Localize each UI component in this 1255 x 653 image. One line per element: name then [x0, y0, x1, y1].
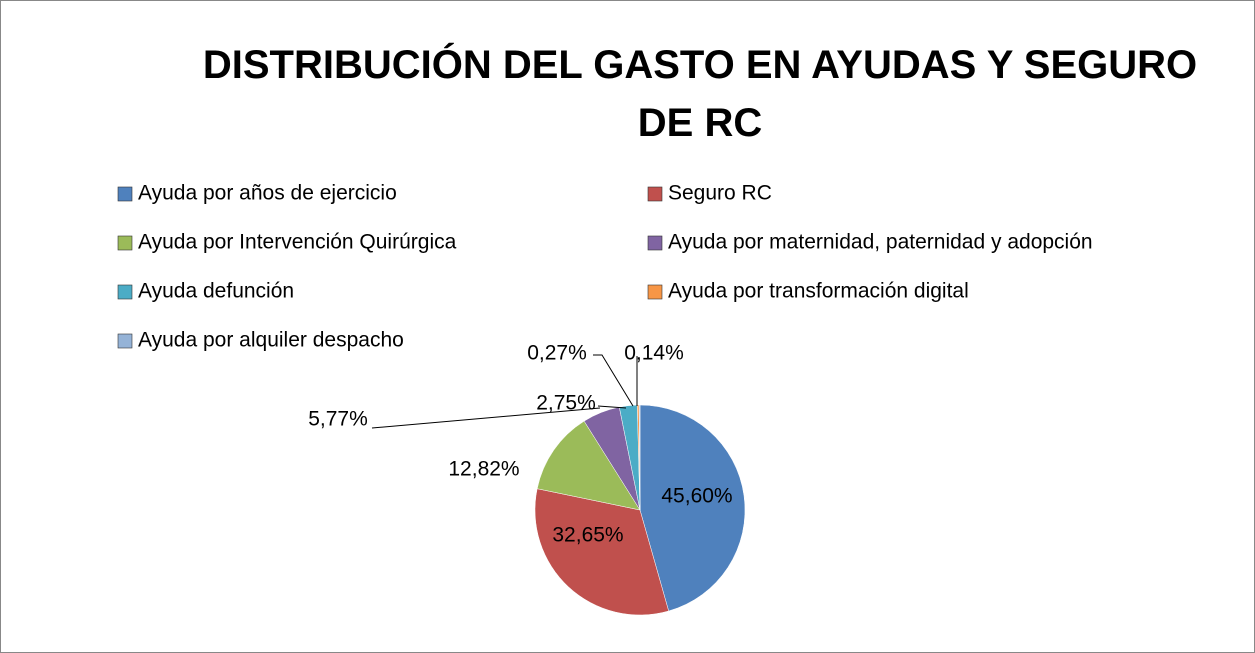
legend-swatch	[117, 186, 133, 202]
pie-slice	[534, 488, 669, 616]
legend-swatch	[647, 186, 663, 202]
legend-swatch	[647, 235, 663, 251]
legend-label: Ayuda por transformación digital	[668, 280, 969, 303]
legend-swatch	[117, 333, 133, 349]
legend-label: Ayuda por años de ejercicio	[138, 182, 397, 205]
data-label: 32,65%	[552, 524, 623, 547]
data-label: 45,60%	[661, 485, 732, 508]
data-label: 0,14%	[624, 342, 684, 365]
legend-swatch	[647, 284, 663, 300]
data-label: 12,82%	[448, 458, 519, 481]
legend-label: Ayuda por maternidad, paternidad y adopc…	[668, 231, 1093, 254]
leader-line	[371, 407, 601, 429]
leader-line	[593, 354, 634, 407]
legend-label: Ayuda defunción	[138, 280, 294, 303]
data-label: 5,77%	[308, 408, 368, 431]
legend-swatch	[117, 284, 133, 300]
legend-label: Seguro RC	[668, 182, 772, 205]
chart-title: DISTRIBUCIÓN DEL GASTO EN AYUDAS Y SEGUR…	[202, 43, 1198, 145]
legend-label: Ayuda por alquiler despacho	[138, 329, 404, 352]
pie-slice	[638, 404, 641, 511]
pie-slice	[536, 420, 641, 511]
leader-line	[597, 405, 627, 409]
data-label: 0,27%	[527, 342, 587, 365]
pie-slice	[639, 404, 746, 612]
data-label: 2,75%	[536, 392, 596, 415]
legend-label: Ayuda por Intervención Quirúrgica	[138, 231, 457, 254]
legend-swatch	[117, 235, 133, 251]
